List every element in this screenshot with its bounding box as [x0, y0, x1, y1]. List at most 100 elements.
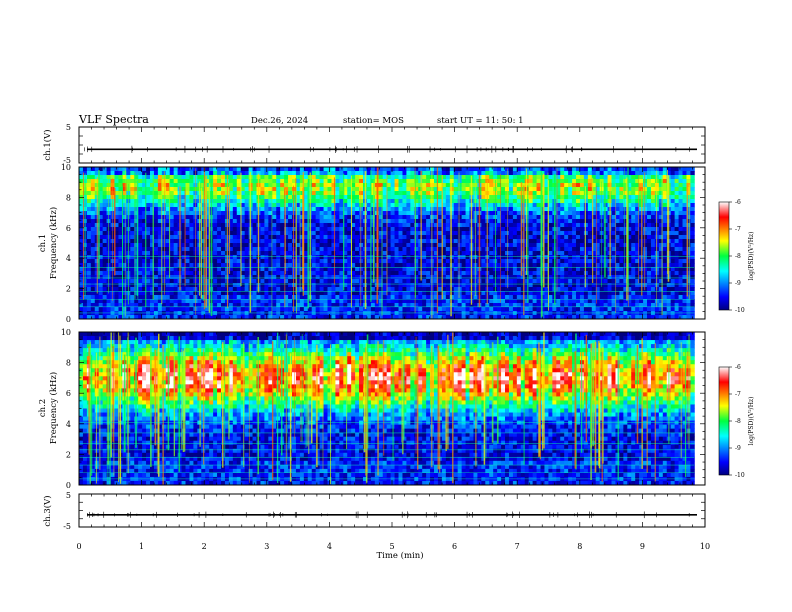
spectrogram-cell — [379, 299, 383, 303]
spectrogram-cell — [130, 283, 134, 287]
spectrogram-cell — [497, 231, 501, 235]
spectrogram-cell — [454, 203, 458, 207]
spectrogram-cell — [221, 299, 225, 303]
spectrogram-cell — [233, 223, 237, 227]
spectrogram-cell — [517, 307, 521, 311]
spectrogram-cell — [316, 295, 320, 299]
spectrogram-cell — [87, 187, 91, 191]
spectrogram-cell — [383, 187, 387, 191]
spectrogram-cell — [509, 179, 513, 183]
spectrogram-cell — [197, 167, 201, 171]
spectrogram-cell — [422, 195, 426, 199]
spectrogram-cell — [462, 195, 466, 199]
spectrogram-cell — [422, 215, 426, 219]
spectrogram-cell — [87, 191, 91, 195]
spectrogram-cell — [395, 227, 399, 231]
spectrogram-cell — [458, 195, 462, 199]
spectrogram-cell — [383, 227, 387, 231]
spectrogram-cell — [564, 295, 568, 299]
spectrogram-cell — [158, 171, 162, 175]
spectrogram-cell — [87, 271, 91, 275]
spectrogram-cell — [189, 307, 193, 311]
spectrogram-cell — [162, 283, 166, 287]
spectrogram-cell — [537, 271, 541, 275]
spectrogram-cell — [91, 263, 95, 267]
spectrogram-cell — [288, 195, 292, 199]
spectrogram-cell — [335, 299, 339, 303]
spectrogram-cell — [154, 259, 158, 263]
spectrogram-cell — [189, 179, 193, 183]
spectrogram-cell — [497, 215, 501, 219]
spectrogram-cell — [312, 279, 316, 283]
spectrogram-cell — [331, 219, 335, 223]
spectrogram-cell — [316, 227, 320, 231]
spectrogram-cell — [174, 271, 178, 275]
spectrogram-cell — [402, 183, 406, 187]
spectrogram-cell — [505, 223, 509, 227]
spectrogram-cell — [529, 203, 533, 207]
spectrogram-cell — [331, 191, 335, 195]
spectrogram-cell — [245, 175, 249, 179]
spectrogram-cell — [174, 171, 178, 175]
spectrogram-cell — [253, 283, 257, 287]
spectrogram-cell — [446, 263, 450, 267]
spectrogram-cell — [548, 179, 552, 183]
spectrogram-cell — [292, 167, 296, 171]
spectrogram-cell — [347, 167, 351, 171]
spectrogram-cell — [529, 219, 533, 223]
spectrogram-cell — [154, 267, 158, 271]
spectrogram-cell — [497, 243, 501, 247]
spectrogram-cell — [446, 175, 450, 179]
spectrogram-cell — [391, 275, 395, 279]
spectrogram-cell — [241, 295, 245, 299]
spectrogram-cell — [276, 251, 280, 255]
spectrogram-cell — [379, 243, 383, 247]
spectrogram-cell — [458, 171, 462, 175]
spectrogram-cell — [426, 279, 430, 283]
spectrogram-cell — [410, 295, 414, 299]
spectrogram-cell — [391, 223, 395, 227]
spectrogram-cell — [513, 271, 517, 275]
spectrogram-cell — [122, 175, 126, 179]
spectrogram-cell — [288, 223, 292, 227]
spectrogram-cell — [446, 199, 450, 203]
spectrogram-cell — [497, 183, 501, 187]
spectrogram-cell — [379, 211, 383, 215]
spectrogram-cell — [568, 243, 572, 247]
spectrogram-cell — [276, 211, 280, 215]
ch1-waveform-ylabel: ch.1(V) — [42, 129, 53, 160]
spectrogram-cell — [328, 203, 332, 207]
spectrogram-cell — [91, 207, 95, 211]
spectrogram-cell — [446, 307, 450, 311]
spectrogram-cell — [146, 263, 150, 267]
spectrogram-cell — [170, 247, 174, 251]
spectrogram-cell — [395, 271, 399, 275]
spectrogram-cell — [138, 187, 142, 191]
spectrogram-cell — [548, 191, 552, 195]
spectrogram-cell — [556, 295, 560, 299]
spectrogram-cell — [272, 207, 276, 211]
spectrogram-cell — [166, 171, 170, 175]
spectrogram-cell — [426, 251, 430, 255]
spectrogram-cell — [166, 279, 170, 283]
spectrogram-cell — [513, 203, 517, 207]
spectrogram-cell — [493, 307, 497, 311]
spectrogram-cell — [470, 171, 474, 175]
spectrogram-cell — [260, 235, 264, 239]
spectrogram-cell — [264, 247, 268, 251]
spectrogram-cell — [189, 227, 193, 231]
spectrogram-cell — [87, 239, 91, 243]
spectrogram-cell — [170, 219, 174, 223]
spectrogram-cell — [548, 263, 552, 267]
spectrogram-cell — [556, 299, 560, 303]
spectrogram-cell — [245, 215, 249, 219]
spectrogram-cell — [481, 215, 485, 219]
spectrogram-cell — [359, 167, 363, 171]
spectrogram-cell — [391, 211, 395, 215]
spectrogram-cell — [115, 275, 119, 279]
spectrogram-cell — [481, 219, 485, 223]
spectrogram-cell — [79, 287, 83, 291]
spectrogram-cell — [505, 235, 509, 239]
spectrogram-cell — [371, 307, 375, 311]
spectrogram-cell — [197, 299, 201, 303]
